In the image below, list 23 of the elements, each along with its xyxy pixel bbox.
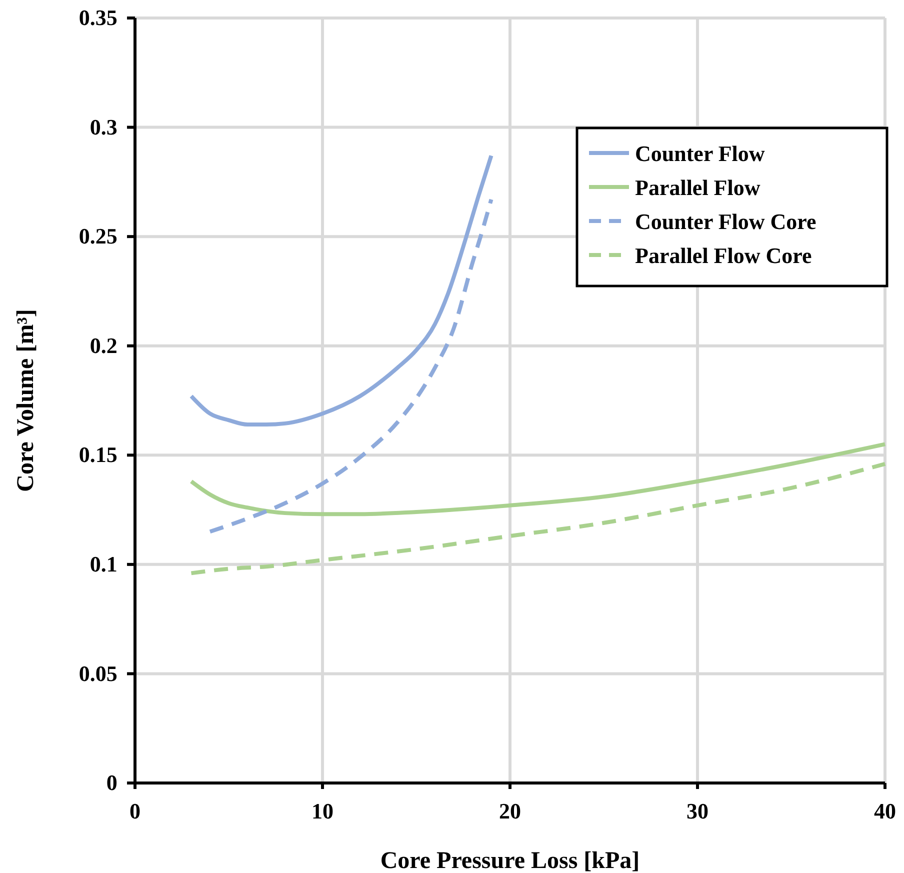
- legend-label: Parallel Flow Core: [635, 243, 812, 268]
- line-series: [208, 197, 494, 534]
- x-axis-title: Core Pressure Loss [kPa]: [380, 848, 640, 873]
- y-tick-label: 0.2: [90, 332, 118, 358]
- y-tick-label: 0.25: [78, 224, 118, 249]
- y-tick-label: 0.35: [78, 5, 118, 30]
- x-tick-label: 0: [130, 798, 140, 824]
- x-tick-label: 40: [874, 798, 896, 824]
- legend-label: Counter Flow Core: [635, 209, 817, 234]
- y-tick-label: 0: [106, 770, 118, 796]
- line-series: [189, 442, 887, 516]
- y-tick-label: 0.1: [90, 551, 118, 576]
- line-series: [189, 462, 887, 576]
- line-series: [189, 154, 494, 427]
- y-tick-label: 0.15: [78, 442, 118, 468]
- x-tick-label: 10: [312, 798, 334, 824]
- x-tick-label: 30: [686, 798, 708, 824]
- legend-label: Counter Flow: [635, 141, 765, 166]
- y-tick-label: 0.05: [78, 660, 118, 686]
- y-tick-label: 0.3: [90, 114, 118, 140]
- x-tick-label: 20: [499, 798, 521, 824]
- y-axis-title: Core Volume [m³]: [13, 309, 39, 492]
- legend-label: Parallel Flow: [635, 175, 760, 200]
